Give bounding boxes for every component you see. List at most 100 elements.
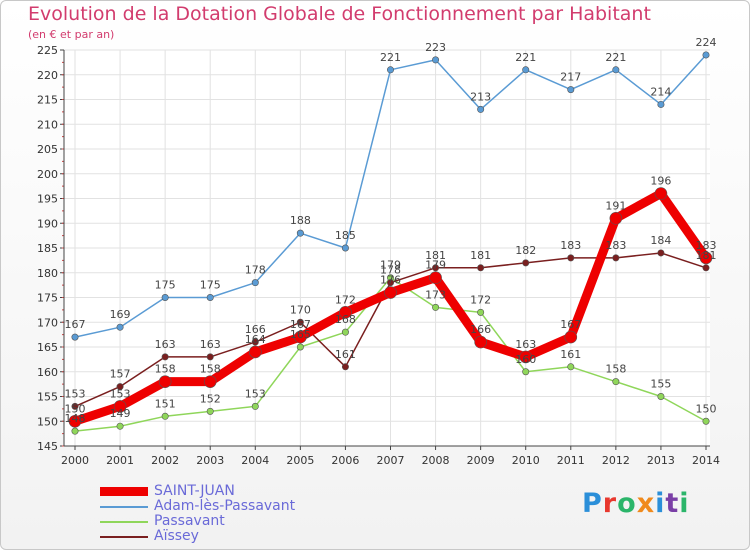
data-label-adam-les-passavant: 221	[515, 51, 536, 64]
logo-letter: i	[655, 488, 666, 519]
chart-title: Evolution de la Dotation Globale de Fonc…	[28, 3, 651, 25]
data-label-saint-juan: 163	[515, 338, 536, 351]
x-tick-label: 2005	[286, 454, 314, 467]
y-tick-label: 155	[37, 391, 58, 404]
data-label-aissey: 163	[155, 338, 176, 351]
data-label-adam-les-passavant: 185	[335, 229, 356, 242]
axes: 145 150 155 160 165 170 175 180 185 190 195 200 205 2…	[37, 44, 720, 467]
data-label-aissey: 166	[245, 323, 266, 336]
data-point-adam-les-passavant	[206, 293, 214, 301]
logo-letter: i	[679, 488, 690, 519]
data-point-passavant	[341, 328, 349, 336]
x-tick-label: 2007	[377, 454, 405, 467]
data-point-saint-juan	[158, 375, 172, 388]
data-label-adam-les-passavant: 175	[155, 279, 176, 292]
y-tick-label: 165	[37, 341, 58, 354]
data-label-saint-juan: 196	[650, 175, 671, 188]
data-label-adam-les-passavant: 223	[425, 41, 446, 54]
data-label-saint-juan: 166	[470, 323, 491, 336]
legend-swatch-aissey	[100, 536, 148, 538]
y-tick-label: 145	[37, 440, 58, 453]
y-tick-label: 205	[37, 143, 58, 156]
data-label-passavant: 155	[650, 378, 671, 391]
data-point-aissey	[522, 259, 530, 267]
x-tick-label: 2006	[331, 454, 359, 467]
data-point-adam-les-passavant	[341, 244, 349, 252]
logo-letter: x	[636, 488, 656, 519]
data-label-aissey: 153	[65, 387, 86, 400]
y-tick-label: 170	[37, 316, 58, 329]
data-label-passavant: 179	[380, 259, 401, 272]
x-tick-label: 2008	[422, 454, 450, 467]
y-tick-label: 190	[37, 217, 58, 230]
data-point-aissey	[71, 402, 79, 410]
data-label-aissey: 183	[560, 239, 581, 252]
data-point-adam-les-passavant	[296, 229, 304, 237]
data-point-saint-juan	[429, 271, 442, 285]
data-point-aissey	[251, 338, 259, 346]
x-tick-label: 2004	[241, 454, 269, 467]
y-tick-label: 210	[37, 118, 58, 131]
data-point-passavant	[657, 392, 665, 400]
data-point-passavant	[612, 378, 620, 386]
data-point-passavant	[296, 343, 304, 351]
data-label-passavant: 161	[560, 348, 581, 361]
data-point-passavant	[206, 407, 214, 415]
data-label-passavant: 158	[605, 363, 626, 376]
data-label-saint-juan: 158	[155, 363, 176, 376]
data-label-saint-juan: 164	[245, 333, 266, 346]
y-tick-label: 175	[37, 292, 58, 305]
data-label-aissey: 181	[696, 249, 717, 262]
data-point-adam-les-passavant	[251, 279, 259, 287]
data-label-saint-juan: 150	[65, 402, 86, 415]
series-passavant	[71, 274, 710, 435]
data-label-saint-juan: 158	[200, 363, 221, 376]
y-tick-label: 200	[37, 168, 58, 181]
y-tick-label: 195	[37, 193, 58, 206]
y-tick-label: 215	[37, 94, 58, 107]
data-point-passavant	[432, 303, 440, 311]
data-label-aissey: 182	[515, 244, 536, 257]
data-label-aissey: 183	[605, 239, 626, 252]
data-point-aissey	[341, 363, 349, 371]
data-point-aissey	[296, 318, 304, 326]
data-label-passavant: 168	[335, 313, 356, 326]
logo-letter: P	[582, 488, 603, 519]
x-tick-label: 2013	[647, 454, 675, 467]
data-point-adam-les-passavant	[71, 333, 79, 341]
data-point-saint-juan	[609, 212, 623, 225]
data-labels: 167 169 175 175 178 188 185 221 223 213 221 217 221 2…	[65, 36, 717, 425]
data-point-aissey	[567, 254, 575, 262]
data-label-adam-les-passavant: 217	[560, 71, 581, 84]
data-point-saint-juan	[474, 335, 487, 349]
data-point-adam-les-passavant	[567, 86, 575, 94]
data-point-passavant	[71, 427, 79, 435]
data-point-passavant	[522, 368, 530, 376]
data-label-passavant: 153	[245, 387, 266, 400]
data-label-passavant: 165	[290, 328, 311, 341]
data-label-aissey: 157	[110, 368, 131, 381]
y-tick-label: 160	[37, 366, 58, 379]
legend-swatch-adam-les-passavant	[100, 506, 148, 508]
data-point-adam-les-passavant	[522, 66, 530, 74]
data-label-passavant: 149	[110, 407, 131, 420]
data-point-passavant	[477, 308, 485, 316]
x-tick-label: 2014	[692, 454, 720, 467]
chart-subtitle: (en € et par an)	[28, 28, 115, 41]
data-label-passavant: 152	[200, 392, 221, 405]
legend-label-aissey: Aïssey	[154, 528, 199, 544]
data-point-saint-juan	[203, 375, 217, 388]
data-point-saint-juan	[564, 330, 578, 344]
data-point-aissey	[612, 254, 620, 262]
data-label-passavant: 148	[65, 412, 86, 425]
data-label-aissey: 181	[425, 249, 446, 262]
x-tick-label: 2003	[196, 454, 224, 467]
data-point-saint-juan	[654, 187, 668, 200]
data-label-aissey: 178	[380, 264, 401, 277]
y-tick-label: 185	[37, 242, 58, 255]
data-point-aissey	[386, 279, 394, 287]
data-point-saint-juan	[113, 400, 127, 413]
data-point-adam-les-passavant	[702, 51, 710, 59]
data-label-aissey: 181	[470, 249, 491, 262]
data-label-passavant: 160	[515, 353, 536, 366]
